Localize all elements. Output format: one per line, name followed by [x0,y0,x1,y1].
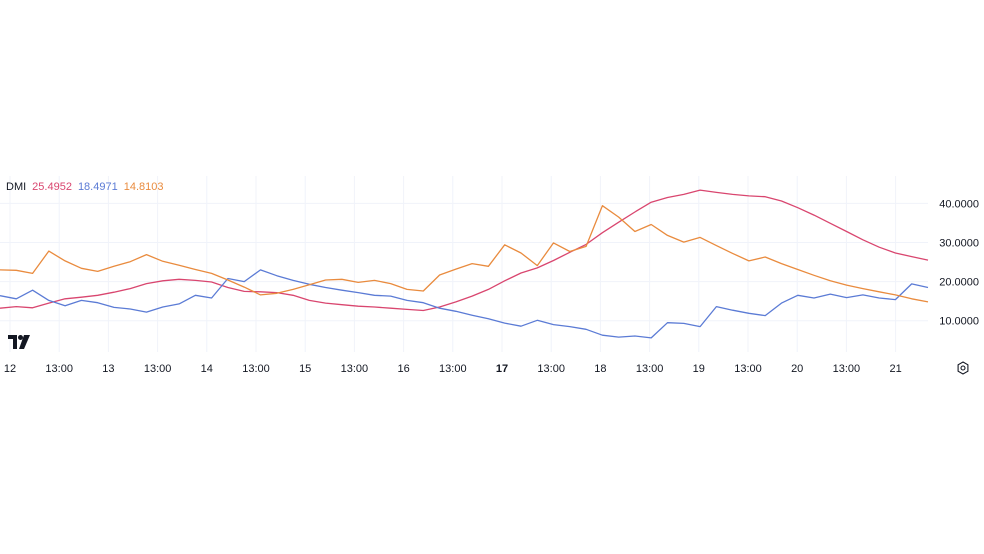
y-axis: 10.0000 20.0000 30.0000 40.0000 [939,198,979,327]
plus-di-value: 18.4971 [77,181,118,193]
x-tick-label: 21 [889,363,901,375]
minus-di-line [0,205,929,303]
x-tick-label: 13:00 [833,363,861,375]
indicator-name: DMI [6,181,27,193]
x-tick-label: 13:00 [537,363,565,375]
x-tick-label: 20 [791,363,803,375]
x-tick-label: 13:00 [144,363,172,375]
y-tick-label: 30.0000 [939,237,979,249]
legend: DMI 25.4952 18.4971 14.8103 [6,181,163,193]
x-tick-label: 13:00 [341,363,369,375]
adx-line [0,189,929,312]
x-tick-label: 14 [201,363,213,375]
y-tick-label: 20.0000 [939,277,979,289]
minus-di-value: 14.8103 [123,181,164,193]
adx-value: 25.4952 [32,181,72,193]
x-tick-label: 13:00 [242,363,270,375]
x-tick-label: 13:00 [636,363,664,375]
x-tick-label: 13:00 [439,363,467,375]
x-tick-label: 13:00 [734,363,762,375]
x-axis: 12 13:00 13 13:00 14 13:00 15 13:00 16 13:00 17 13:… [4,363,902,375]
y-tick-label: 10.0000 [939,316,979,328]
x-tick-label: 16 [397,363,409,375]
plus-di-line [0,269,929,339]
series-layer [0,189,929,339]
x-tick-label: 13:00 [45,363,73,375]
x-tick-label: 12 [4,363,16,375]
y-tick-label: 40.0000 [939,198,979,210]
grid-layer [0,176,928,352]
x-tick-label: 18 [594,363,606,375]
gear-icon[interactable] [956,361,970,375]
tradingview-logo-icon[interactable] [8,335,32,349]
x-tick-label: 13 [102,363,114,375]
x-tick-label: 19 [693,363,705,375]
x-tick-label: 15 [299,363,311,375]
x-tick-label: 17 [496,363,508,375]
